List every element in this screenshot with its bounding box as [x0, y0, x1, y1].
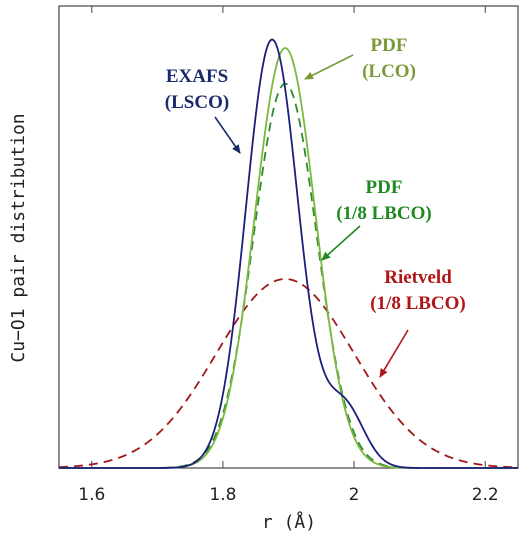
- annotation-pdf-lbco-line2: (1/8 LBCO): [336, 203, 432, 224]
- x-tick-label: 2: [349, 485, 360, 505]
- annotation-rietveld-arrow: [379, 329, 409, 378]
- annotation-rietveld-line2: (1/8 LBCO): [370, 293, 466, 314]
- y-axis-title: Cu−O1 pair distribution: [8, 113, 29, 362]
- x-tick-label: 2.2: [472, 485, 499, 505]
- annotation-pdf-lco-line1: PDF: [371, 35, 408, 56]
- annotation-exafs-line1: EXAFS: [166, 66, 228, 87]
- annotation-pdf-lbco: PDF (1/8 LBCO): [321, 177, 432, 261]
- annotation-pdf-lco: PDF (LCO): [304, 35, 416, 82]
- annotation-pdf-lco-line2: (LCO): [362, 61, 416, 82]
- x-tick-label: 1.8: [209, 485, 236, 505]
- annotation-exafs: EXAFS (LSCO): [165, 66, 241, 154]
- x-axis-ticks: 1.6 1.8 2 2.2: [78, 6, 499, 505]
- annotation-exafs-line2: (LSCO): [165, 92, 229, 113]
- x-axis-title: r (Å): [262, 511, 316, 533]
- annotation-pdf-lbco-line1: PDF: [366, 177, 403, 198]
- annotation-pdf-lbco-arrow: [321, 225, 361, 261]
- annotation-rietveld: Rietveld (1/8 LBCO): [370, 267, 466, 378]
- series-line-exafs-lsco: [59, 38, 518, 469]
- series-line-rietveld-1-8-lbco: [58, 278, 519, 469]
- annotation-pdf-lco-arrow: [304, 54, 354, 80]
- plot-frame: [58, 5, 519, 469]
- data-curves: [58, 38, 519, 469]
- annotation-rietveld-line1: Rietveld: [384, 267, 452, 288]
- x-tick-label: 1.6: [78, 485, 105, 505]
- annotation-exafs-arrow: [214, 116, 241, 154]
